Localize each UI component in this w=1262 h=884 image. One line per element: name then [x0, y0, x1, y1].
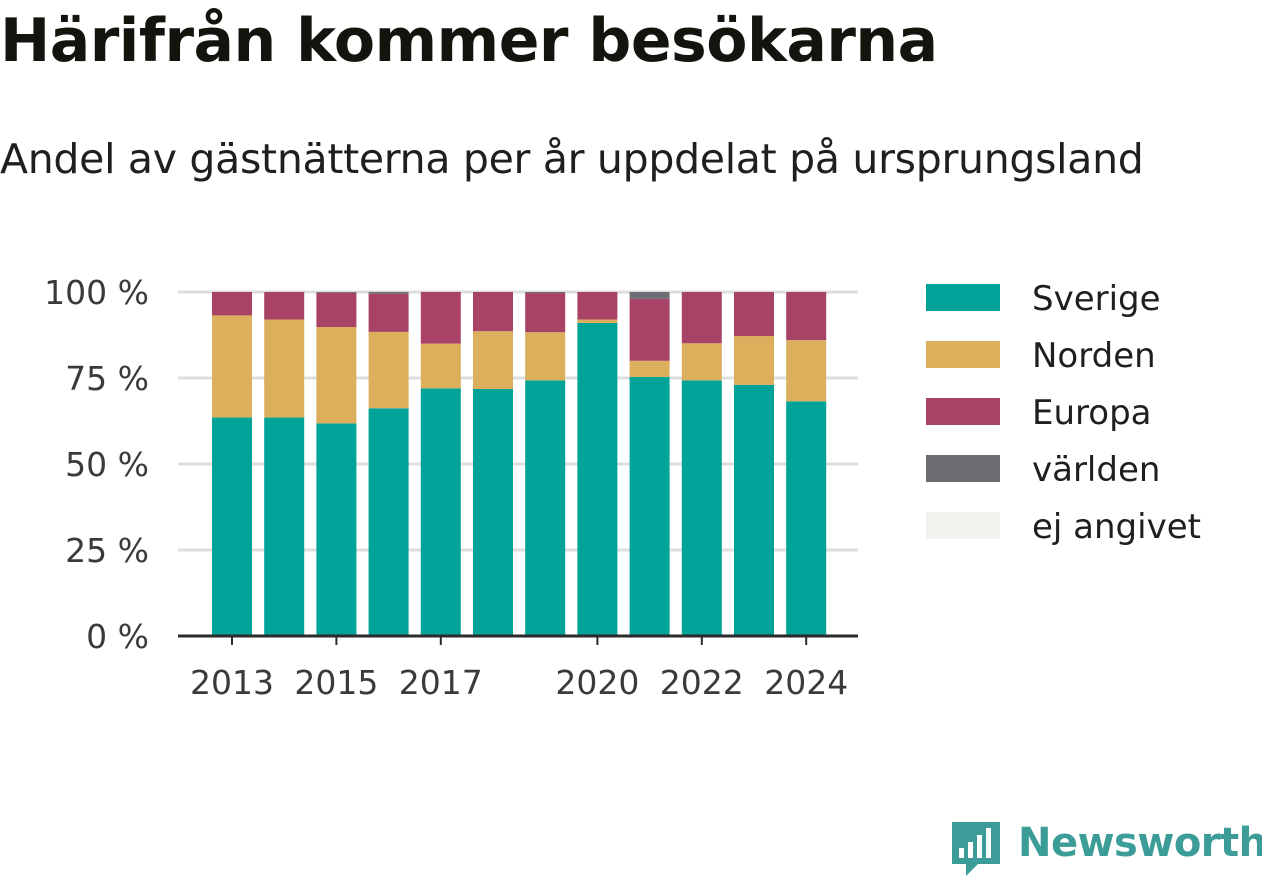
chart-subtitle: Andel av gästnätterna per år uppdelat på…	[0, 135, 1144, 183]
x-tick-label: 2020	[555, 663, 639, 702]
bar-segment	[368, 292, 409, 294]
bar-segment	[264, 292, 305, 320]
bar-segment	[473, 331, 513, 390]
y-tick-label: 50 %	[65, 445, 149, 484]
bar-segment	[629, 360, 670, 377]
logo-wordmark: Newsworthy	[1018, 820, 1262, 866]
y-tick-label: 100 %	[44, 273, 149, 312]
bar-segment	[212, 292, 252, 316]
bar-segment	[368, 408, 409, 636]
bar-segment	[577, 319, 618, 323]
bar-segment	[473, 389, 513, 636]
newsworthy-logo: Newsworthy	[950, 818, 1262, 880]
bar-segment	[681, 292, 722, 344]
bar-segment	[629, 292, 670, 299]
bar-segment	[420, 343, 461, 389]
bar-segment	[316, 292, 357, 293]
bar-segment	[420, 292, 461, 344]
bar-segment	[368, 331, 409, 409]
legend-label: Sverige	[1032, 279, 1161, 319]
legend-swatch	[926, 512, 1000, 539]
bar-segment	[734, 336, 774, 385]
x-tick-label: 2015	[294, 663, 378, 702]
bar-segment	[681, 380, 722, 636]
y-tick-label: 25 %	[65, 531, 149, 570]
bar-segment	[525, 293, 566, 333]
newsworthy-logo-icon	[952, 822, 1000, 876]
legend-swatch	[926, 284, 1000, 311]
bar-segment	[629, 376, 670, 636]
y-tick-label: 0 %	[86, 617, 149, 656]
x-tick-label: 2024	[764, 663, 848, 702]
bar-segment	[473, 292, 513, 332]
bar-segment	[734, 384, 774, 636]
bar-segment	[525, 292, 566, 294]
bar-segment	[525, 380, 566, 636]
bar-segment	[577, 292, 618, 320]
bar-segment	[316, 423, 357, 636]
x-tick-label: 2022	[660, 663, 744, 702]
bar-segment	[786, 401, 827, 636]
bar-segment	[734, 292, 774, 337]
bar-segment	[525, 332, 566, 381]
chart-title: Härifrån kommer besökarna	[0, 6, 938, 76]
bar-segment	[316, 292, 357, 328]
x-tick-label: 2013	[190, 663, 274, 702]
bar-segment	[368, 293, 409, 332]
bar-segment	[212, 417, 252, 636]
bar-segment	[264, 319, 305, 418]
bar-segment	[212, 315, 252, 418]
legend-swatch	[926, 398, 1000, 425]
bar-segment	[786, 292, 827, 341]
bar-segment	[577, 322, 618, 636]
legend-swatch	[926, 341, 1000, 368]
bar-segment	[316, 327, 357, 424]
bar-segment	[264, 417, 305, 636]
bar-segment	[786, 340, 827, 402]
legend-label: Norden	[1032, 336, 1156, 376]
bar-segment	[681, 343, 722, 381]
bar-segment	[629, 298, 670, 361]
legend-label: ej angivet	[1032, 507, 1201, 547]
legend-swatch	[926, 455, 1000, 482]
legend-label: Europa	[1032, 393, 1151, 433]
bar-segment	[420, 388, 461, 636]
x-tick-label: 2017	[399, 663, 483, 702]
legend-label: världen	[1032, 450, 1160, 490]
y-tick-label: 75 %	[65, 359, 149, 398]
